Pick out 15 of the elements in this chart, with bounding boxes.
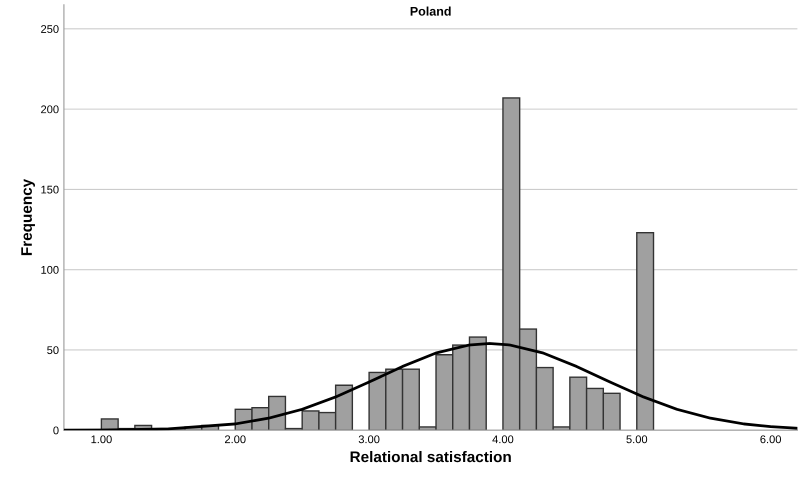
x-axis-title: Relational satisfaction bbox=[350, 450, 511, 462]
x-tick-label: 3.00 bbox=[358, 435, 380, 444]
y-tick-label: 150 bbox=[41, 186, 59, 194]
y-tick-label: 0 bbox=[53, 426, 59, 434]
x-tick-label: 4.00 bbox=[492, 435, 514, 444]
x-tick-label: 6.00 bbox=[760, 435, 782, 444]
x-tick-label: 2.00 bbox=[224, 435, 246, 444]
y-tick-label: 200 bbox=[41, 105, 59, 114]
y-tick-label: 250 bbox=[41, 25, 59, 33]
y-tick-label: 50 bbox=[47, 346, 59, 354]
chart-title: Poland bbox=[410, 6, 451, 16]
y-tick-label: 100 bbox=[41, 266, 59, 274]
y-axis-title: Frequency bbox=[21, 178, 35, 256]
x-tick-label: 5.00 bbox=[626, 435, 648, 444]
x-tick-label: 1.00 bbox=[91, 435, 112, 444]
